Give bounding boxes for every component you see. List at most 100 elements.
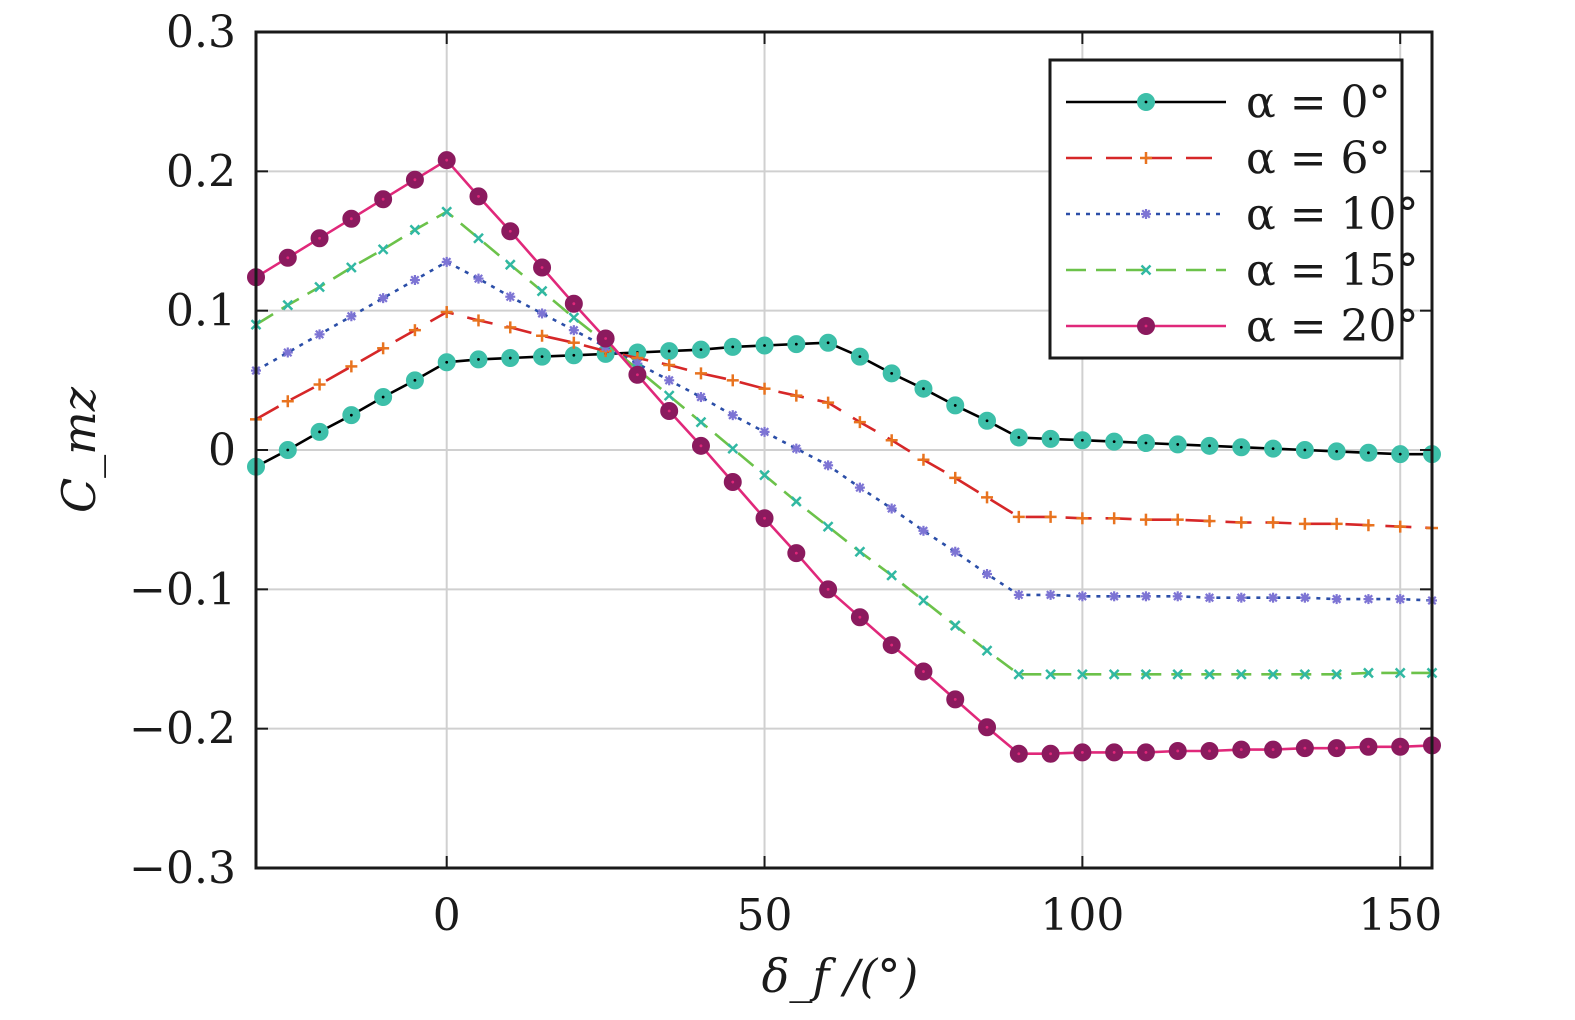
data-point (885, 434, 898, 447)
data-point-center (1398, 452, 1402, 456)
x-tick-label: 0 (433, 890, 461, 941)
data-point-center (699, 348, 703, 352)
legend: α = 0°α = 6°α = 10°α = 15°α = 20° (1048, 58, 1419, 360)
data-point (504, 321, 517, 334)
data-point (537, 308, 548, 319)
data-point (664, 375, 675, 386)
data-point (505, 291, 516, 302)
data-point-center (1112, 440, 1116, 444)
data-point (1363, 667, 1374, 679)
data-point-center (763, 516, 766, 520)
y-tick-label: 0.1 (166, 286, 236, 337)
data-point (282, 347, 293, 358)
data-point-center (1017, 436, 1021, 439)
data-point (918, 595, 929, 606)
data-point-center (381, 197, 385, 201)
data-point-center (1176, 749, 1180, 753)
data-point (854, 482, 865, 493)
data-point (759, 426, 770, 437)
data-point-center (1271, 748, 1275, 751)
data-point-center (318, 430, 321, 434)
data-point-center (763, 344, 766, 347)
legend-item: α = 0° (1066, 77, 1391, 128)
data-point-center (1239, 748, 1243, 751)
data-point-center (1367, 451, 1370, 455)
data-point (1395, 594, 1406, 605)
x-tick-label: 100 (1040, 890, 1124, 941)
data-point (568, 312, 580, 324)
data-point (1204, 592, 1215, 603)
data-point-center (413, 178, 417, 182)
data-point (1267, 516, 1280, 529)
legend-label: α = 6° (1246, 133, 1391, 184)
data-point (1045, 589, 1056, 600)
data-point (1171, 513, 1184, 526)
data-point (1363, 594, 1374, 605)
y-axis-label-text: C_mz (52, 386, 106, 513)
data-point (822, 521, 834, 533)
data-point-center (636, 373, 639, 377)
data-point (1203, 515, 1216, 528)
data-point (1076, 668, 1088, 680)
data-point (791, 443, 802, 454)
series-line (255, 260, 1433, 602)
data-point-center (1335, 449, 1339, 453)
data-point (1013, 668, 1025, 680)
data-point (409, 275, 420, 286)
data-point (853, 416, 866, 429)
data-point (441, 256, 452, 267)
x-axis-label: δ_f /(°) (762, 949, 919, 1003)
data-point-center (286, 448, 290, 452)
data-point (1236, 592, 1247, 603)
data-point (790, 496, 802, 507)
data-point (950, 546, 961, 557)
data-point-center (1239, 445, 1243, 449)
series-1 (250, 306, 1438, 535)
legend-label: α = 15° (1246, 245, 1419, 296)
data-point (314, 329, 325, 340)
data-point (504, 259, 516, 271)
data-point-center (794, 551, 798, 555)
data-point (694, 367, 707, 380)
data-point (1012, 510, 1025, 523)
data-point (441, 206, 453, 218)
data-point-center (286, 256, 290, 260)
data-point-center (731, 480, 735, 484)
data-point (346, 311, 357, 322)
data-point-center (1367, 745, 1370, 749)
y-tick-label: 0.3 (166, 7, 236, 58)
data-point-center (1080, 438, 1084, 442)
data-point (409, 224, 421, 236)
data-point (1139, 513, 1152, 526)
data-point-center (381, 395, 385, 399)
data-point (1331, 594, 1342, 605)
legend-item: α = 20° (1066, 301, 1419, 352)
data-point-center (445, 360, 449, 364)
legend-item: α = 10° (1066, 189, 1419, 240)
data-point-center (953, 404, 957, 407)
data-point-center (604, 337, 608, 340)
data-point-center (794, 342, 798, 346)
data-point (378, 293, 389, 304)
legend-items: α = 0°α = 6°α = 10°α = 15°α = 20° (1066, 77, 1419, 352)
data-point-center (1176, 443, 1180, 446)
data-point-center (1208, 444, 1211, 448)
data-point (281, 395, 294, 408)
data-point (886, 570, 898, 581)
data-point-center (349, 217, 353, 221)
data-point-center (1049, 437, 1052, 441)
data-point-center (985, 725, 989, 729)
data-point-center (1017, 752, 1021, 756)
data-point-center (953, 698, 957, 701)
y-tick-label: −0.2 (129, 704, 236, 755)
data-point (472, 314, 485, 327)
data-point-center (413, 378, 417, 382)
data-point-center (1144, 750, 1148, 754)
series-3 (250, 206, 1438, 680)
data-point-center (477, 358, 480, 361)
data-point (1140, 668, 1152, 680)
data-point (345, 262, 357, 273)
data-point (1044, 510, 1057, 523)
data-point-center (1335, 746, 1339, 750)
